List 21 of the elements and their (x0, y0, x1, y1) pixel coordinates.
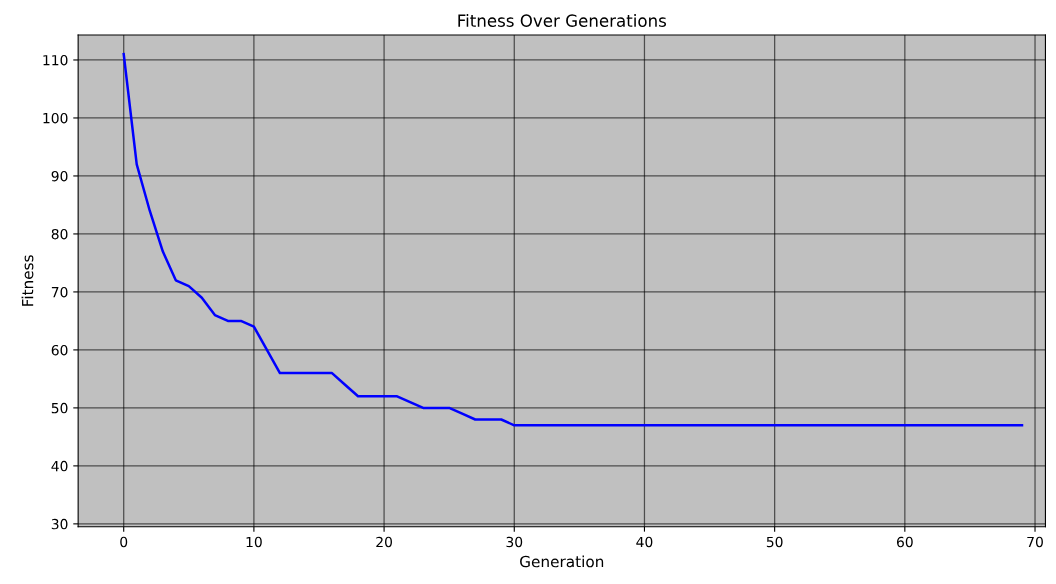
line-series (122, 52, 1024, 427)
y-tick-label: 110 (43, 54, 68, 66)
x-tick-label: 50 (766, 536, 783, 548)
y-tick-label: 30 (51, 518, 68, 530)
x-tick-label: 40 (636, 536, 653, 548)
y-tick-label: 90 (51, 170, 68, 182)
x-tick-label: 70 (1027, 536, 1043, 548)
y-tick-label: 80 (51, 228, 68, 240)
y-tick-label: 100 (43, 112, 68, 124)
x-axis-title: Generation (520, 555, 604, 568)
y-tick-label: 40 (51, 460, 68, 472)
x-tick-label: 20 (376, 536, 392, 548)
x-tick-label: 10 (246, 536, 262, 548)
y-tick-label: 60 (51, 344, 68, 356)
x-tick-label: 60 (896, 536, 913, 548)
y-tick-label: 70 (51, 286, 68, 298)
y-axis-title: Fitness (21, 255, 34, 306)
chart-title: Fitness Over Generations (458, 14, 667, 27)
x-tick-label: 30 (506, 536, 523, 548)
x-tick-label: 0 (120, 536, 128, 548)
y-tick-label: 50 (51, 402, 68, 414)
